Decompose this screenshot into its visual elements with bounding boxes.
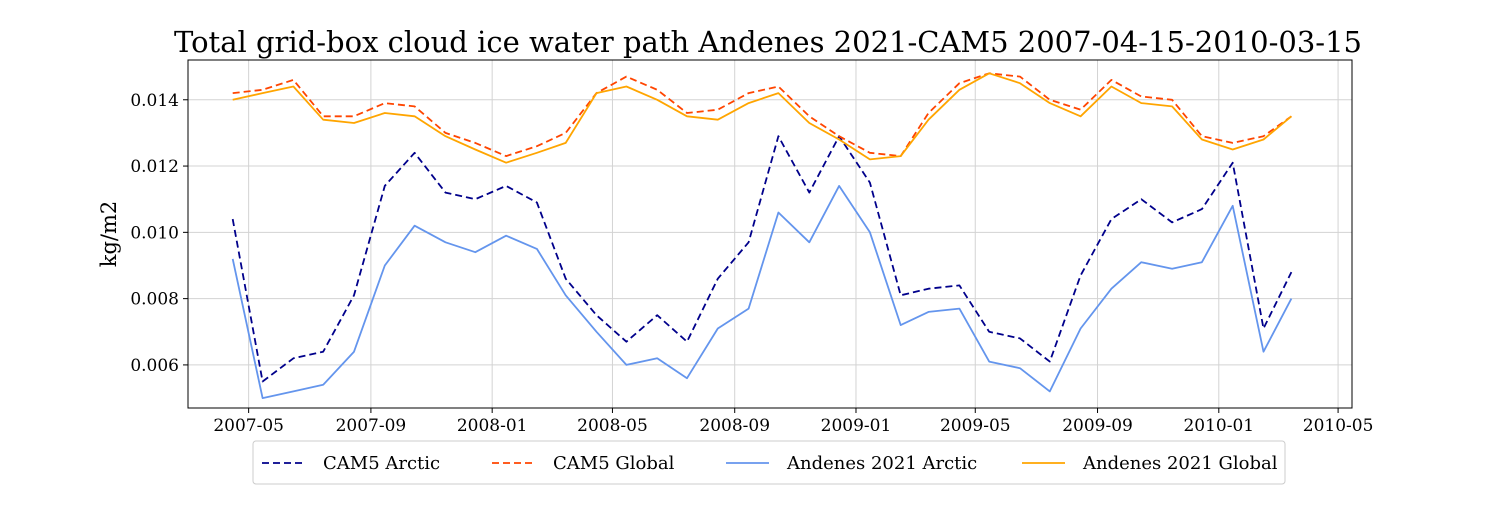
chart-title: Total grid-box cloud ice water path Ande… — [174, 25, 1362, 59]
x-tick-label: 2009-05 — [940, 416, 1011, 436]
x-tick-label: 2007-05 — [213, 416, 284, 436]
y-tick-label: 0.014 — [130, 91, 179, 111]
legend-label: CAM5 Global — [553, 453, 675, 474]
y-axis-label: kg/m2 — [97, 201, 121, 268]
series-line-cam5-arctic — [231, 135, 1293, 383]
x-tick-label: 2008-05 — [577, 416, 648, 436]
x-tick-label: 2007-09 — [336, 416, 407, 436]
x-tick-label: 2010-05 — [1303, 416, 1374, 436]
legend-label: Andenes 2021 Arctic — [786, 453, 977, 474]
legend-label: Andenes 2021 Global — [1082, 453, 1278, 474]
y-tick-label: 0.008 — [130, 290, 179, 310]
x-tick-label: 2009-01 — [821, 416, 892, 436]
x-tick-label: 2010-01 — [1183, 416, 1254, 436]
axis-ticks: 2007-05 2007-09 2008-01 2008-05 2008-09 2009-… — [130, 91, 1373, 436]
x-tick-label: 2008-09 — [699, 416, 770, 436]
y-tick-label: 0.006 — [130, 356, 179, 376]
series-line-andenes-2021-arctic — [231, 184, 1293, 400]
gridlines — [188, 60, 1352, 408]
legend-label: CAM5 Arctic — [323, 453, 440, 474]
plot-frame — [187, 59, 1353, 409]
legend: CAM5 Arctic CAM5 Global Andenes 2021 Arcti… — [252, 440, 1286, 485]
x-tick-label: 2009-09 — [1062, 416, 1133, 436]
x-tick-label: 2008-01 — [457, 416, 528, 436]
y-tick-label: 0.010 — [130, 223, 179, 243]
series-line-andenes-2021-global — [232, 72, 1292, 164]
series-line-cam5-global — [232, 72, 1292, 158]
y-tick-label: 0.012 — [130, 157, 179, 177]
series-lines — [231, 72, 1293, 400]
